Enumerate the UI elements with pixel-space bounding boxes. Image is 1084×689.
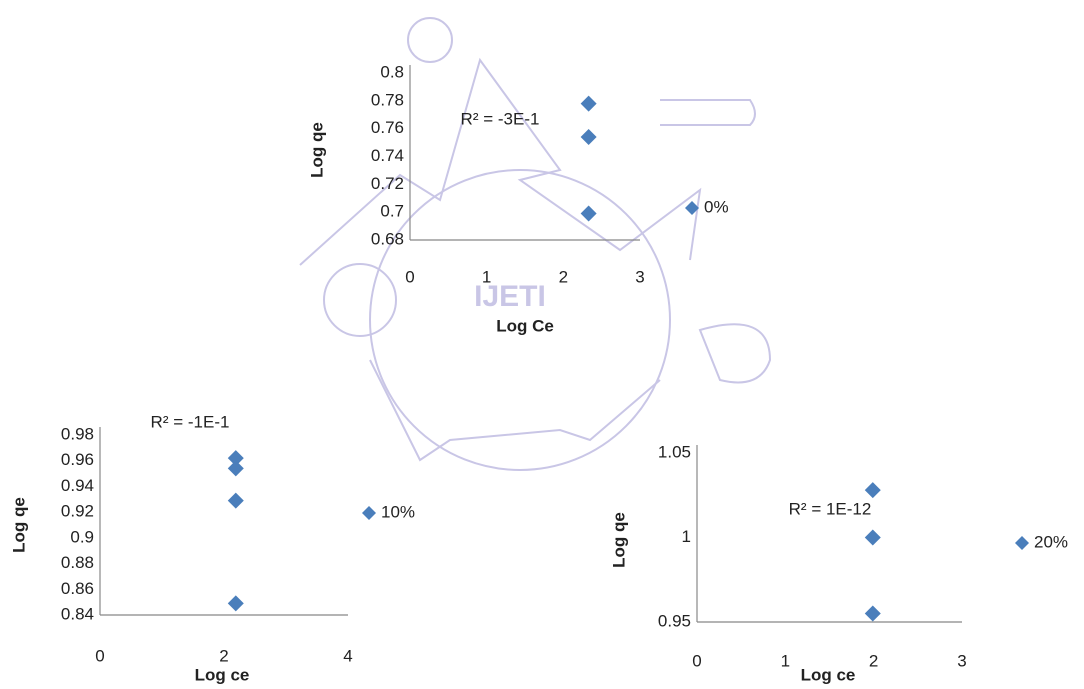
y-tick-label: 0.74 [371, 146, 404, 165]
y-tick-label: 0.76 [371, 118, 404, 137]
watermark-art [299, 17, 772, 471]
legend-marker [362, 506, 376, 520]
x-tick-label: 0 [692, 651, 701, 670]
x-tick-label: 2 [219, 646, 228, 665]
watermark: IJETI [474, 280, 546, 313]
x-tick-label: 3 [957, 651, 966, 670]
legend-marker [685, 201, 699, 215]
point [580, 129, 597, 146]
legend-label: 0% [704, 197, 729, 216]
y-tick-label: 0.86 [61, 579, 94, 598]
legend-label: 10% [381, 502, 415, 521]
y-tick-label: 0.7 [380, 202, 404, 221]
x-tick-label: 4 [343, 646, 352, 665]
y-axis-label: Log qe [307, 122, 326, 178]
legend-label: 20% [1034, 532, 1068, 551]
y-axis-label: Log qe [9, 497, 28, 553]
point [864, 529, 881, 546]
y-tick-label: 0.72 [371, 174, 404, 193]
y-tick-label: 0.9 [70, 527, 94, 546]
annotation: R² = 1E-12 [789, 499, 872, 518]
y-tick-label: 0.95 [658, 611, 691, 630]
x-tick-label: 1 [781, 651, 790, 670]
point [227, 460, 244, 477]
point [580, 95, 597, 112]
x-tick-label: 3 [635, 267, 644, 286]
annotation: R² = -1E-1 [151, 412, 230, 431]
annotation: R² = -3E-1 [461, 109, 540, 128]
y-tick-label: 0.98 [61, 424, 94, 443]
y-tick-label: 0.88 [61, 553, 94, 572]
x-axis-label: Log Ce [496, 316, 554, 335]
y-tick-label: 1.05 [658, 442, 691, 461]
x-tick-label: 0 [95, 646, 104, 665]
x-tick-label: 2 [869, 651, 878, 670]
y-tick-label: 0.84 [61, 604, 94, 623]
x-tick-label: 1 [482, 267, 491, 286]
y-tick-label: 0.94 [61, 476, 94, 495]
point [864, 605, 881, 622]
y-tick-label: 0.78 [371, 90, 404, 109]
x-tick-label: 0 [405, 267, 414, 286]
x-axis-label: Log ce [801, 665, 856, 684]
x-tick-label: 2 [559, 267, 568, 286]
x-axis-label: Log ce [195, 665, 250, 684]
point [580, 205, 597, 222]
point [227, 492, 244, 509]
y-tick-label: 0.92 [61, 502, 94, 521]
point [227, 450, 244, 467]
y-tick-label: 1 [682, 527, 691, 546]
y-tick-label: 0.8 [380, 62, 404, 81]
y-tick-label: 0.96 [61, 450, 94, 469]
y-tick-label: 0.68 [371, 229, 404, 248]
legend-marker [1015, 536, 1029, 550]
y-axis-label: Log qe [609, 512, 628, 568]
point [864, 482, 881, 499]
point [227, 595, 244, 612]
